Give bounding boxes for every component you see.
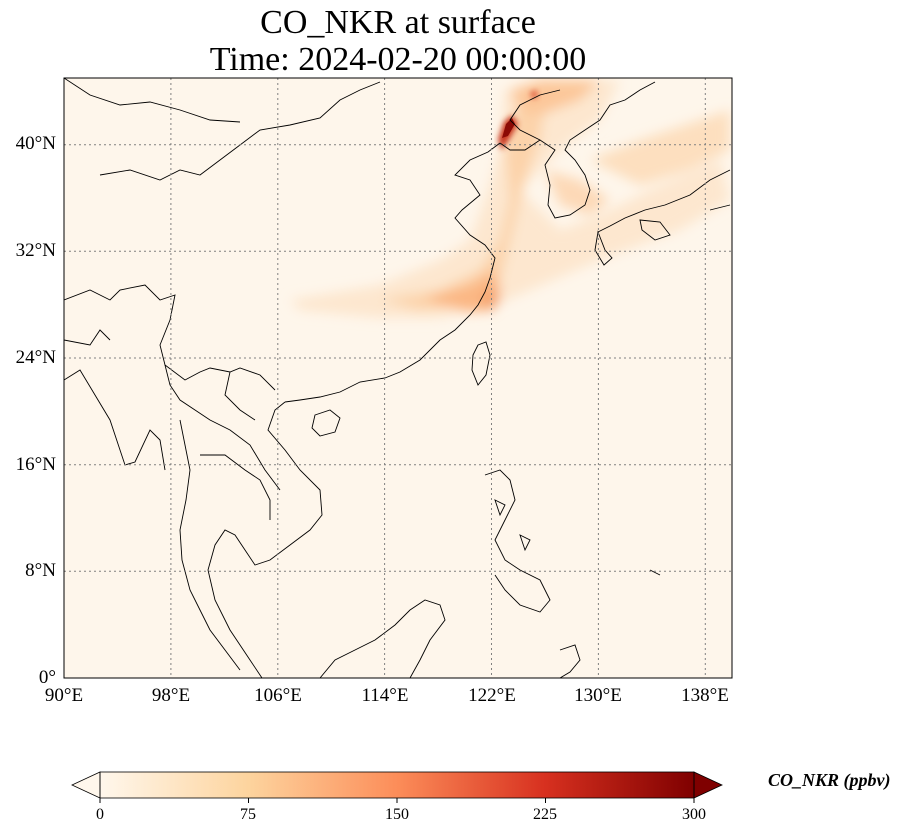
colorbar <box>71 771 723 803</box>
lat-tick-label: 0° <box>38 667 56 688</box>
co-plume <box>290 80 730 318</box>
lat-tick-label: 32°N <box>15 240 56 261</box>
lat-tick-label: 24°N <box>15 347 56 368</box>
lon-tick-label: 114°E <box>361 685 409 706</box>
lon-tick-label: 130°E <box>574 685 622 706</box>
lon-tick-label: 106°E <box>254 685 302 706</box>
colorbar-tick-label: 150 <box>385 806 409 823</box>
lon-tick-label: 90°E <box>44 685 84 706</box>
concentration-field <box>64 78 732 678</box>
colorbar-tick-label: 75 <box>240 806 256 823</box>
colorbar-tick-label: 300 <box>682 806 706 823</box>
colorbar-title: CO_NKR (ppbv) <box>768 770 891 790</box>
map-title: CO_NKR at surface <box>260 4 536 41</box>
lon-tick-label: 98°E <box>151 685 191 706</box>
colorbar-tick-label: 225 <box>533 806 557 823</box>
lon-tick-label: 138°E <box>681 685 729 706</box>
map-time-subtitle: Time: 2024-02-20 00:00:00 <box>209 41 587 78</box>
gridlines <box>64 78 732 678</box>
lon-tick-label: 122°E <box>468 685 516 706</box>
lat-tick-label: 8°N <box>25 560 56 581</box>
map-frame <box>63 77 733 679</box>
lat-tick-label: 16°N <box>15 454 56 475</box>
colorbar-tick-label: 0 <box>96 806 104 823</box>
lat-tick-label: 40°N <box>15 133 56 154</box>
